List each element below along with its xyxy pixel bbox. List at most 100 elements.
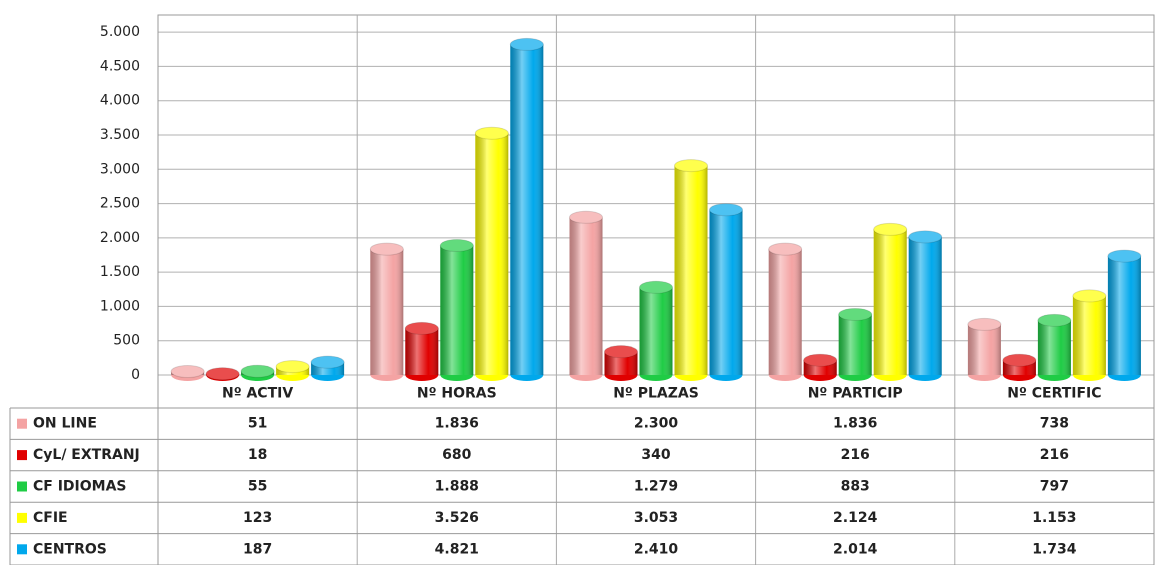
table-value: 1.888 <box>435 479 479 495</box>
table-value: 2.014 <box>833 541 878 557</box>
bar-shine <box>370 249 404 375</box>
legend-label: CENTROS <box>33 541 107 557</box>
legend-swatch <box>17 512 27 523</box>
bar-cap-shine <box>1072 289 1106 302</box>
y-tick-label: 3.500 <box>100 127 140 143</box>
bar-cap-shine <box>440 239 474 252</box>
bar-cap-shine <box>838 308 872 321</box>
bar-cap-shine <box>639 281 673 294</box>
legend-swatch <box>17 481 27 492</box>
bar-cap <box>604 345 638 359</box>
y-tick-label: 2.500 <box>100 196 140 212</box>
bar-cap <box>967 317 1002 331</box>
legend-label: CyL/ EXTRANJ <box>33 447 140 463</box>
table-value: 738 <box>1040 416 1069 432</box>
table-value: 216 <box>841 447 870 463</box>
bar-cap <box>1107 249 1142 263</box>
table-value: 187 <box>243 541 272 557</box>
bar-shine <box>440 245 474 375</box>
bar-cap <box>275 360 310 374</box>
y-tick-label: 1.000 <box>100 298 140 314</box>
bar-cap-shine <box>510 38 544 51</box>
bar-shine <box>967 324 1001 375</box>
table-value: 2.300 <box>634 416 679 432</box>
bar-cap <box>205 367 240 381</box>
bar-cap-shine <box>171 365 205 378</box>
bar-cap <box>240 364 275 378</box>
bar-shine <box>908 236 942 375</box>
bar-cap-shine <box>873 223 907 236</box>
bar-cap <box>768 242 803 256</box>
bar-cap <box>170 365 205 379</box>
bar-shine <box>475 133 509 375</box>
bar-cap <box>569 210 603 224</box>
bar-cap <box>873 222 908 236</box>
table-value: 4.821 <box>435 541 479 557</box>
y-tick-label: 4.500 <box>100 58 140 74</box>
bar-cap-shine <box>311 356 345 369</box>
bar-shine <box>1037 320 1071 375</box>
y-tick-label: 3.000 <box>100 161 140 177</box>
table-value: 3.526 <box>435 510 479 526</box>
table-value: 797 <box>1040 479 1069 495</box>
table-value: 1.734 <box>1032 541 1077 557</box>
table-value: 1.279 <box>634 479 678 495</box>
y-tick-label: 500 <box>113 333 140 349</box>
column-header: Nº HORAS <box>417 386 497 402</box>
bar-shine <box>604 351 638 375</box>
bar-cap <box>404 321 439 335</box>
column-header: Nº PARTICIP <box>808 386 903 402</box>
table-value: 3.053 <box>634 510 678 526</box>
bar-shine <box>510 44 544 375</box>
table-value: 18 <box>248 447 267 463</box>
bar-cap-shine <box>370 243 404 256</box>
bar-cap-shine <box>276 360 310 373</box>
bar-cap <box>639 280 673 294</box>
table-value: 2.410 <box>634 541 679 557</box>
bar-shine <box>569 217 603 375</box>
y-tick-label: 1.500 <box>100 264 140 280</box>
column-header: Nº PLAZAS <box>613 386 699 402</box>
table-value: 1.836 <box>435 416 479 432</box>
legend-label: CFIE <box>33 510 68 526</box>
bar-cap-shine <box>1107 250 1141 263</box>
bar-cap-shine <box>1002 354 1036 367</box>
y-tick-label: 0 <box>131 367 140 383</box>
bar-shine <box>639 287 673 375</box>
bar-cap <box>908 230 943 244</box>
bar-shine <box>709 209 743 375</box>
column-header: Nº ACTIV <box>222 386 293 402</box>
bar-cap-shine <box>1037 314 1071 327</box>
bar-cap <box>803 353 838 367</box>
table-value: 1.836 <box>833 416 877 432</box>
bar-shine <box>1072 295 1106 375</box>
table-value: 883 <box>841 479 870 495</box>
bar-cap-shine <box>709 203 743 216</box>
bar-shine <box>768 249 802 375</box>
bar-cap-shine <box>241 365 275 378</box>
bar-cap-shine <box>803 354 837 367</box>
bar-cap-shine <box>405 322 439 335</box>
table-value: 55 <box>248 479 267 495</box>
y-tick-label: 2.000 <box>100 230 140 246</box>
legend-swatch <box>17 418 27 429</box>
bar-cap-shine <box>768 243 802 256</box>
bar-cap-shine <box>604 345 638 358</box>
table-value: 340 <box>641 447 670 463</box>
y-tick-label: 5.000 <box>100 24 140 40</box>
y-tick-label: 4.000 <box>100 93 140 109</box>
bar-cap-shine <box>967 318 1001 331</box>
legend-swatch <box>17 544 27 555</box>
bar-shine <box>1107 256 1141 375</box>
table-value: 2.124 <box>833 510 878 526</box>
bar-cap <box>439 239 474 253</box>
table-value: 680 <box>442 447 471 463</box>
table-value: 51 <box>248 416 267 432</box>
bar-cap <box>509 37 544 51</box>
bar-cap <box>369 242 404 256</box>
bar-shine <box>405 328 439 375</box>
bar-cap-shine <box>206 367 240 380</box>
bar-cap <box>1072 289 1107 303</box>
bar-cap <box>709 203 743 217</box>
bar-shine <box>674 165 708 375</box>
